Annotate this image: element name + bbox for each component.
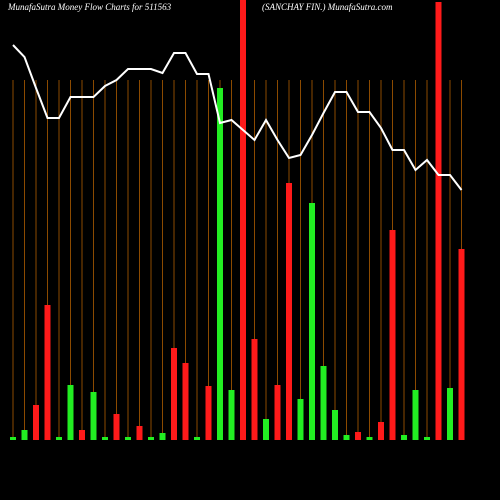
bar [320, 366, 327, 440]
bar [44, 305, 51, 440]
bar [263, 419, 269, 440]
bar [159, 433, 166, 440]
bar [113, 414, 120, 440]
bar [102, 437, 108, 440]
bar [67, 385, 74, 440]
bar [217, 88, 223, 440]
bar [251, 339, 258, 440]
bar [297, 399, 304, 440]
bar [194, 437, 200, 440]
bar [309, 203, 315, 440]
bar [182, 363, 189, 440]
chart-subtitle: (SANCHAY FIN.) MunafaSutra.com [262, 2, 393, 12]
bar [79, 430, 85, 440]
bar [343, 435, 350, 440]
bar [56, 437, 62, 440]
bar [228, 390, 235, 440]
bar [90, 392, 97, 440]
bar [378, 422, 384, 440]
bar [435, 2, 442, 440]
bar [366, 437, 373, 440]
bar [125, 437, 131, 440]
bar [10, 437, 16, 440]
money-flow-line [12, 44, 463, 191]
bar [274, 385, 281, 440]
bar [332, 410, 338, 440]
bar [458, 249, 465, 440]
bar [412, 390, 419, 440]
bar [171, 348, 177, 440]
chart-title: MunafaSutra Money Flow Charts for 511563 [7, 2, 172, 12]
bar [205, 386, 212, 440]
bar [447, 388, 453, 440]
bar [33, 405, 39, 440]
bar [401, 435, 407, 440]
bar [240, 0, 246, 440]
bar [148, 437, 154, 440]
bar [136, 426, 143, 440]
bar [21, 430, 28, 440]
bar [355, 432, 361, 440]
bar [389, 230, 396, 440]
bar [424, 437, 430, 440]
bar [286, 183, 292, 440]
